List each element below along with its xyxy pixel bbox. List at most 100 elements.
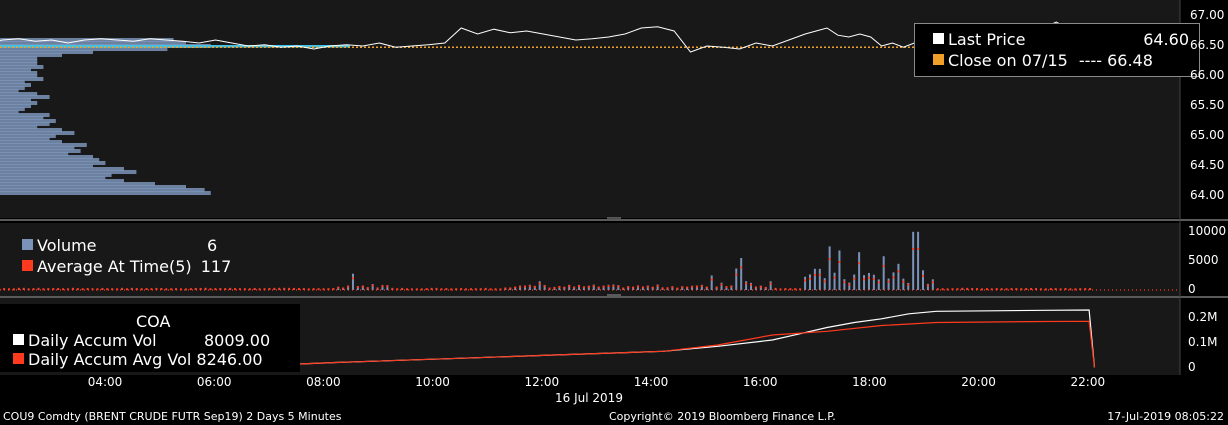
profile-bar: [0, 124, 38, 130]
volume-bar: [587, 285, 590, 290]
average-marker: [887, 280, 890, 283]
profile-bar: [0, 172, 112, 178]
x-axis-tick: 16:00: [742, 375, 778, 389]
legend-volume: Volume: [22, 237, 97, 255]
average-marker: [651, 286, 654, 289]
average-marker: [730, 285, 733, 288]
average-marker: [415, 288, 418, 291]
legend-accum-vol: Daily Accum Vol: [13, 332, 157, 350]
average-marker: [538, 282, 541, 285]
average-marker: [740, 266, 743, 269]
profile-bar: [0, 127, 62, 133]
legend-close-value: 66.48: [1107, 51, 1153, 70]
average-marker: [406, 288, 409, 291]
average-marker: [985, 288, 988, 291]
profile-bar: [0, 136, 50, 142]
price-legend[interactable]: Last Price 64.60 Close on 07/15 ---- 66.…: [914, 23, 1200, 77]
average-marker: [96, 288, 99, 291]
average-marker: [1020, 288, 1023, 291]
average-marker: [1035, 288, 1038, 291]
volume-bar: [356, 286, 359, 290]
average-marker: [1000, 288, 1003, 291]
average-marker: [828, 258, 831, 261]
average-marker: [794, 288, 797, 291]
average-marker: [302, 288, 305, 291]
accum-legend[interactable]: COA Daily Accum Vol 8009.00 Daily Accum …: [0, 304, 300, 372]
average-marker: [725, 286, 728, 289]
average-marker: [371, 284, 374, 287]
profile-bar: [0, 163, 93, 169]
legend-close-dashes: ----: [1078, 51, 1102, 70]
blue-swatch-icon: [22, 239, 33, 250]
average-marker: [376, 287, 379, 290]
profile-bar: [0, 190, 211, 196]
average-marker: [1084, 288, 1087, 291]
profile-bar: [0, 130, 75, 136]
average-marker: [671, 286, 674, 289]
average-marker: [12, 288, 15, 291]
average-marker: [455, 288, 458, 291]
volume-bar: [828, 246, 831, 290]
volume-bar: [538, 281, 541, 290]
volume-bar: [646, 285, 649, 290]
average-marker: [91, 288, 94, 291]
volume-bar: [858, 252, 861, 290]
average-marker: [248, 288, 251, 291]
volume-bar: [568, 284, 571, 290]
average-marker: [681, 286, 684, 289]
price-y-tick: 66.50: [1190, 38, 1225, 52]
average-marker: [42, 288, 45, 291]
volume-bar: [523, 285, 526, 290]
volume-bar: [804, 276, 807, 290]
average-marker: [971, 288, 974, 291]
footer-security: COU9 Comdty (BRENT CRUDE FUTR Sep19) 2 D…: [3, 410, 342, 423]
white-swatch-icon: [933, 33, 944, 44]
average-marker: [995, 288, 998, 291]
average-marker: [121, 287, 124, 290]
average-marker: [430, 287, 433, 290]
volume-bar: [907, 282, 910, 290]
profile-bar: [0, 100, 38, 106]
average-marker: [351, 277, 354, 280]
average-marker: [902, 280, 905, 283]
average-marker: [465, 288, 468, 291]
profile-bar: [0, 82, 31, 88]
average-marker: [636, 285, 639, 288]
average-marker: [1079, 288, 1082, 291]
profile-bar: [0, 94, 50, 100]
x-axis-tick: 20:00: [961, 375, 996, 389]
average-marker: [366, 287, 369, 290]
volume-bar: [931, 279, 934, 290]
volume-bar: [695, 285, 698, 290]
profile-bar: [0, 46, 168, 52]
average-marker: [867, 276, 870, 279]
average-marker: [641, 286, 644, 289]
volume-bar: [347, 285, 350, 290]
profile-bar: [0, 106, 25, 112]
average-marker: [1039, 288, 1042, 291]
volume-bar: [740, 258, 743, 290]
average-marker: [243, 288, 246, 291]
average-marker: [199, 287, 202, 290]
profile-bar: [0, 166, 124, 172]
average-marker: [440, 288, 443, 291]
average-marker: [499, 288, 502, 291]
volume-bar: [519, 285, 522, 290]
average-marker: [514, 286, 517, 289]
profile-bar: [0, 58, 38, 64]
average-marker: [17, 287, 20, 290]
average-marker: [283, 287, 286, 290]
profile-bar: [0, 49, 93, 55]
volume-bar: [351, 273, 354, 290]
profile-bar: [0, 91, 38, 97]
volume-bar: [872, 274, 875, 290]
average-marker: [1010, 288, 1013, 291]
legend-volume-label: Volume: [37, 236, 97, 255]
average-marker: [435, 287, 438, 290]
profile-bar: [0, 157, 100, 163]
average-marker: [420, 288, 423, 291]
average-marker: [22, 287, 25, 290]
volume-bar: [617, 285, 620, 290]
volume-bar: [533, 285, 536, 290]
average-marker: [804, 279, 807, 282]
